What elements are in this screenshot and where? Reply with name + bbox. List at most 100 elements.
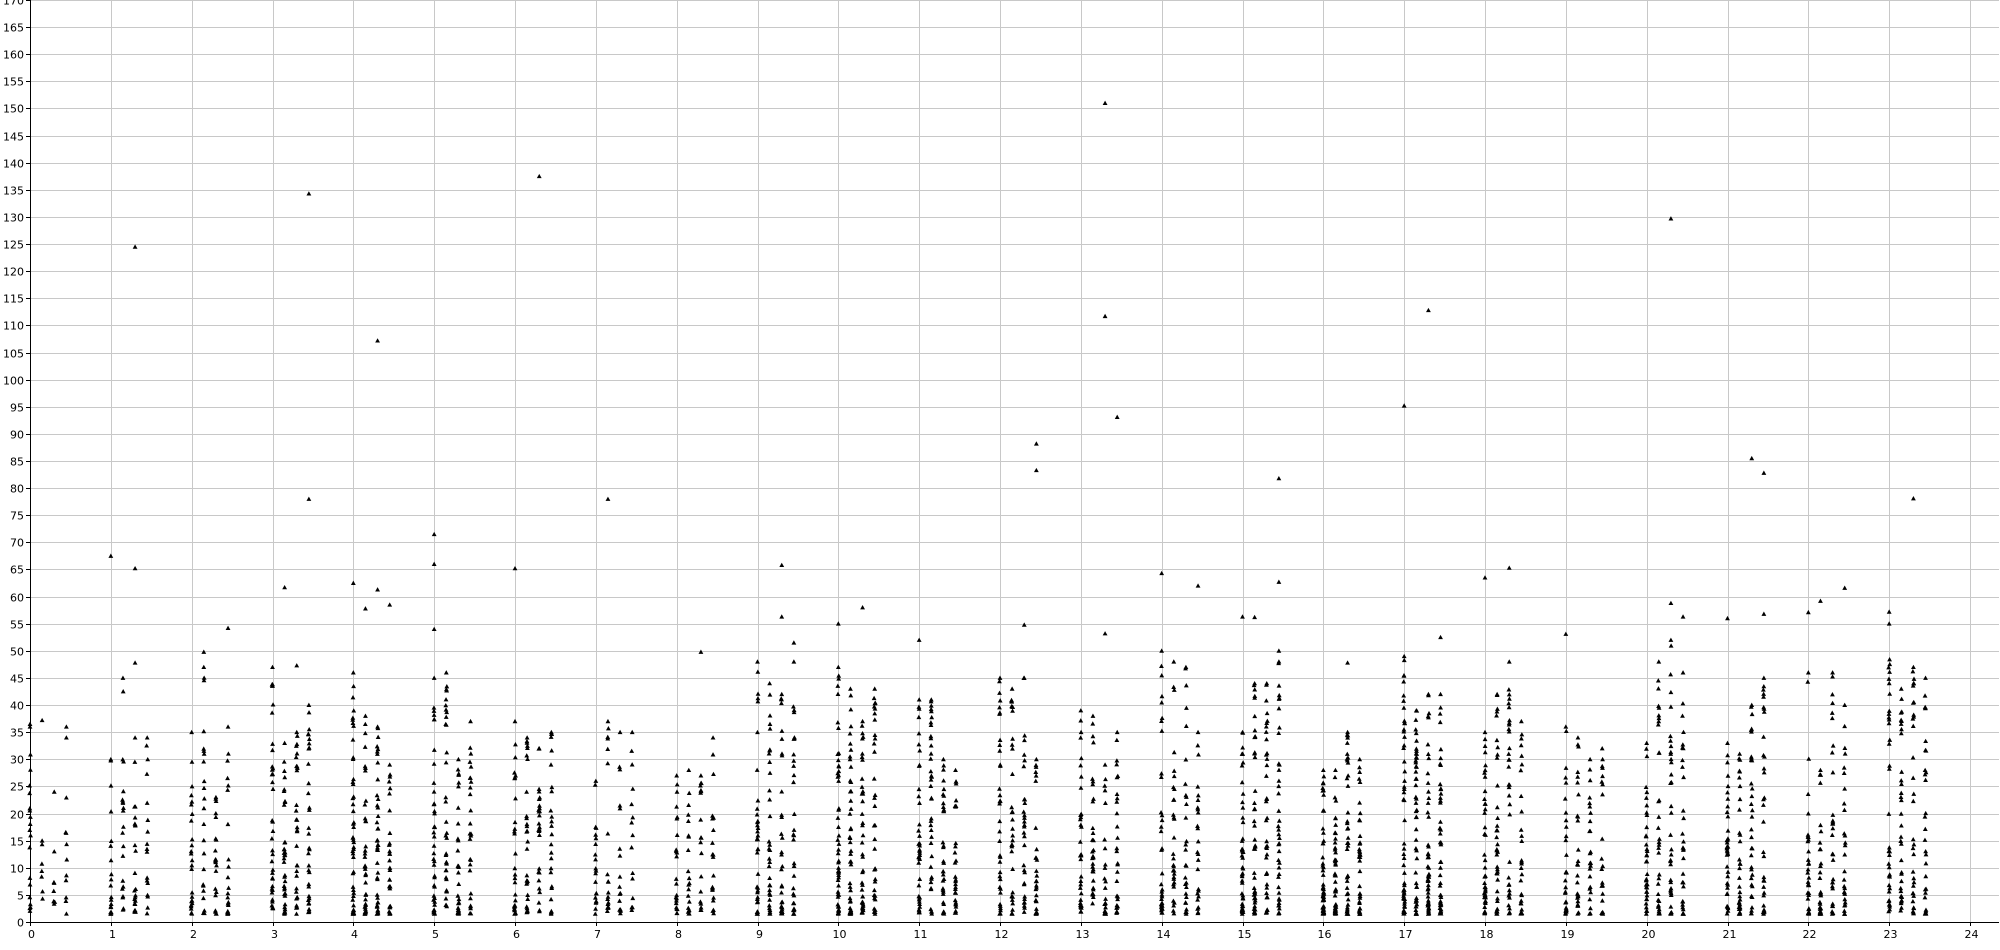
data-point (1276, 683, 1282, 688)
data-point (1494, 713, 1499, 718)
data-point (294, 843, 300, 848)
data-point (1251, 885, 1257, 890)
data-point (1402, 734, 1407, 739)
data-point (1842, 900, 1848, 905)
data-point (848, 825, 854, 831)
data-point (997, 876, 1003, 882)
data-point (1159, 871, 1165, 876)
data-point (1681, 839, 1686, 844)
data-point (791, 900, 796, 906)
data-point (1425, 742, 1431, 747)
data-point (767, 770, 773, 775)
data-point (1494, 852, 1500, 857)
data-point (1402, 769, 1408, 774)
data-point (1680, 745, 1685, 750)
data-point (1009, 848, 1015, 854)
data-point (997, 901, 1003, 907)
data-point (1264, 882, 1270, 887)
data-point (928, 879, 934, 885)
data-point (362, 866, 368, 871)
data-point (524, 738, 530, 744)
data-point (282, 584, 288, 590)
data-point (1159, 700, 1165, 705)
data-point (512, 754, 518, 760)
data-point (1841, 889, 1847, 894)
data-point (755, 836, 760, 842)
data-point (617, 910, 623, 916)
data-point (1886, 898, 1892, 904)
data-point (1195, 823, 1200, 828)
data-point (350, 720, 356, 725)
data-point (1414, 814, 1419, 819)
data-point (282, 891, 287, 897)
data-point (871, 823, 877, 828)
data-point (1078, 874, 1084, 879)
data-point (1494, 864, 1500, 869)
data-point (872, 792, 878, 797)
data-point (997, 705, 1002, 710)
data-point (226, 885, 231, 890)
data-point (860, 820, 866, 825)
data-point (1333, 906, 1338, 911)
data-point (1887, 872, 1893, 877)
data-point (872, 866, 878, 871)
data-point (1910, 683, 1916, 688)
data-point (1669, 847, 1674, 852)
data-point (593, 906, 598, 911)
data-point (1425, 770, 1431, 776)
data-point (1252, 788, 1258, 793)
data-point (1252, 837, 1258, 842)
data-point (1507, 906, 1512, 911)
data-point (455, 767, 461, 772)
data-point (1239, 911, 1245, 916)
data-point (1277, 835, 1282, 841)
data-point (1818, 822, 1823, 828)
data-point (1114, 824, 1120, 829)
data-point (1644, 740, 1650, 745)
data-point (1009, 686, 1015, 691)
data-point (997, 678, 1002, 684)
data-point (524, 909, 530, 915)
y-tick-label: 15 (10, 836, 24, 849)
data-point (766, 863, 772, 869)
data-point (755, 888, 761, 893)
data-point (1587, 828, 1592, 834)
data-point (431, 801, 437, 807)
data-point (431, 830, 437, 835)
data-point (1519, 891, 1524, 897)
data-point (1644, 889, 1650, 894)
data-point (375, 777, 381, 782)
data-point (940, 800, 946, 806)
data-point (1898, 834, 1904, 839)
data-point (536, 878, 542, 883)
data-point (941, 860, 947, 865)
data-point (431, 708, 437, 713)
data-point (1159, 887, 1165, 892)
data-point (1171, 773, 1177, 779)
data-point (281, 859, 287, 864)
data-point (917, 852, 923, 857)
data-point (836, 860, 841, 865)
data-point (1655, 722, 1661, 727)
data-point (711, 907, 716, 912)
data-point (1090, 887, 1096, 892)
data-point (767, 788, 772, 793)
data-point (1034, 868, 1039, 873)
data-point (1078, 814, 1084, 820)
data-point (673, 876, 679, 881)
data-point (1886, 882, 1892, 888)
data-point (1263, 871, 1269, 876)
data-point (145, 880, 151, 886)
data-point (1518, 718, 1524, 724)
data-point (1887, 669, 1893, 674)
data-point (350, 835, 356, 840)
data-point (467, 791, 473, 797)
data-point (468, 895, 473, 901)
data-point (108, 756, 114, 762)
data-point (1681, 729, 1686, 735)
data-point (294, 896, 299, 901)
data-point (1923, 861, 1929, 866)
data-point (1806, 875, 1812, 880)
data-point (1021, 867, 1027, 873)
data-point (225, 724, 231, 729)
